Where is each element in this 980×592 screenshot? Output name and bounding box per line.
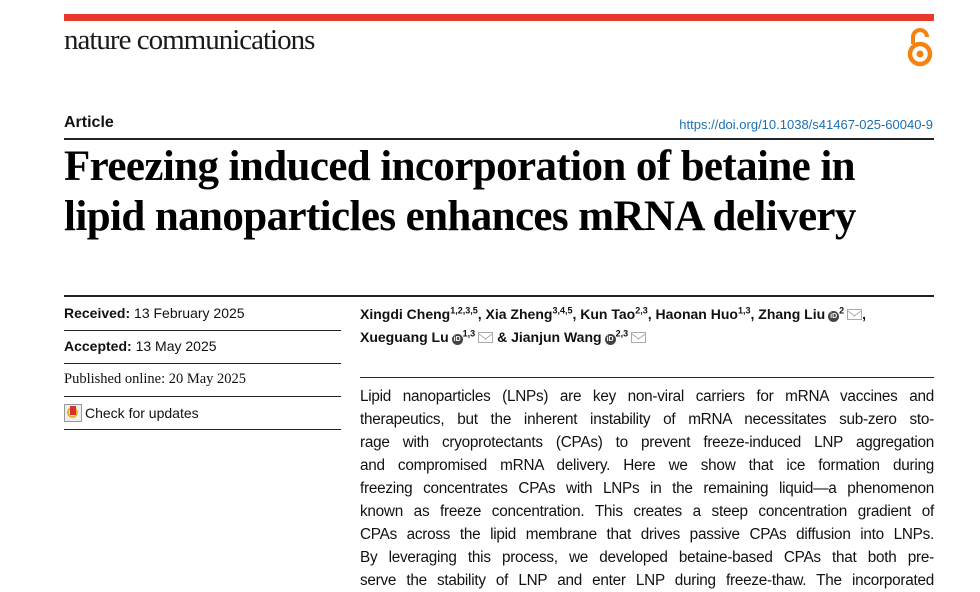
divider	[64, 396, 341, 397]
published-date: Published online: 20 May 2025	[64, 371, 247, 387]
abstract-line: serve the stability of LNP and enter LNP…	[360, 572, 934, 589]
author[interactable]: Xia Zheng3,4,5	[485, 305, 573, 322]
divider	[64, 429, 341, 430]
open-access-icon	[907, 28, 933, 67]
doi-link[interactable]: https://doi.org/10.1038/s41467-025-60040…	[679, 117, 933, 132]
author[interactable]: Haonan Huo1,3	[655, 305, 751, 322]
title-line: Freezing induced incorporation of betain…	[64, 143, 856, 190]
check-for-updates-label: Check for updates	[85, 405, 199, 421]
email-icon[interactable]	[478, 332, 494, 343]
author[interactable]: Xingdi Cheng1,2,3,5	[360, 305, 478, 322]
orcid-icon[interactable]: iD	[451, 334, 463, 345]
received-date: Received: 13 February 2025	[64, 305, 245, 321]
abstract: Lipid nanoparticles (LNPs) are key non-v…	[360, 385, 934, 592]
abstract-line: rage with cryoprotectants (CPAs) to prev…	[360, 434, 934, 451]
divider	[64, 363, 341, 364]
abstract-line: therapeutics, but the inherent instabili…	[360, 411, 934, 428]
abstract-line: known as freeze concentration. This crea…	[360, 503, 934, 520]
divider	[64, 295, 934, 297]
author[interactable]: Jianjun Wang iD2,3	[511, 329, 647, 345]
accepted-date: Accepted: 13 May 2025	[64, 338, 217, 354]
orcid-icon[interactable]: iD	[828, 311, 840, 322]
author[interactable]: Kun Tao2,3	[580, 305, 648, 322]
author-list: Xingdi Cheng1,2,3,5, Xia Zheng3,4,5, Kun…	[360, 305, 867, 345]
divider	[64, 138, 934, 140]
article-type: Article	[64, 114, 114, 131]
abstract-line: and compromised mRNA delivery. Here we s…	[360, 457, 934, 474]
abstract-line: freezing concentrates CPAs with LNPs in …	[360, 480, 934, 497]
email-icon[interactable]	[631, 332, 647, 343]
abstract-line: Lipid nanoparticles (LNPs) are key non-v…	[360, 388, 934, 405]
title-line: lipid nanoparticles enhances mRNA delive…	[64, 193, 856, 240]
abstract-line: CPAs across the lipid membrane that driv…	[360, 526, 934, 543]
crossmark-icon	[64, 404, 82, 422]
journal-logo[interactable]: nature communications	[64, 24, 315, 56]
author[interactable]: Zhang Liu iD2	[758, 306, 863, 322]
journal-accent-bar	[64, 14, 934, 21]
divider	[360, 377, 934, 378]
author[interactable]: Xueguang Lu iD1,3	[360, 329, 494, 345]
check-for-updates-button[interactable]: Check for updates	[64, 404, 199, 422]
article-title: Freezing induced incorporation of betain…	[64, 142, 944, 242]
abstract-line: By leveraging this process, we developed…	[360, 549, 934, 566]
orcid-icon[interactable]: iD	[604, 334, 616, 345]
divider	[64, 330, 341, 331]
email-icon[interactable]	[847, 309, 863, 320]
